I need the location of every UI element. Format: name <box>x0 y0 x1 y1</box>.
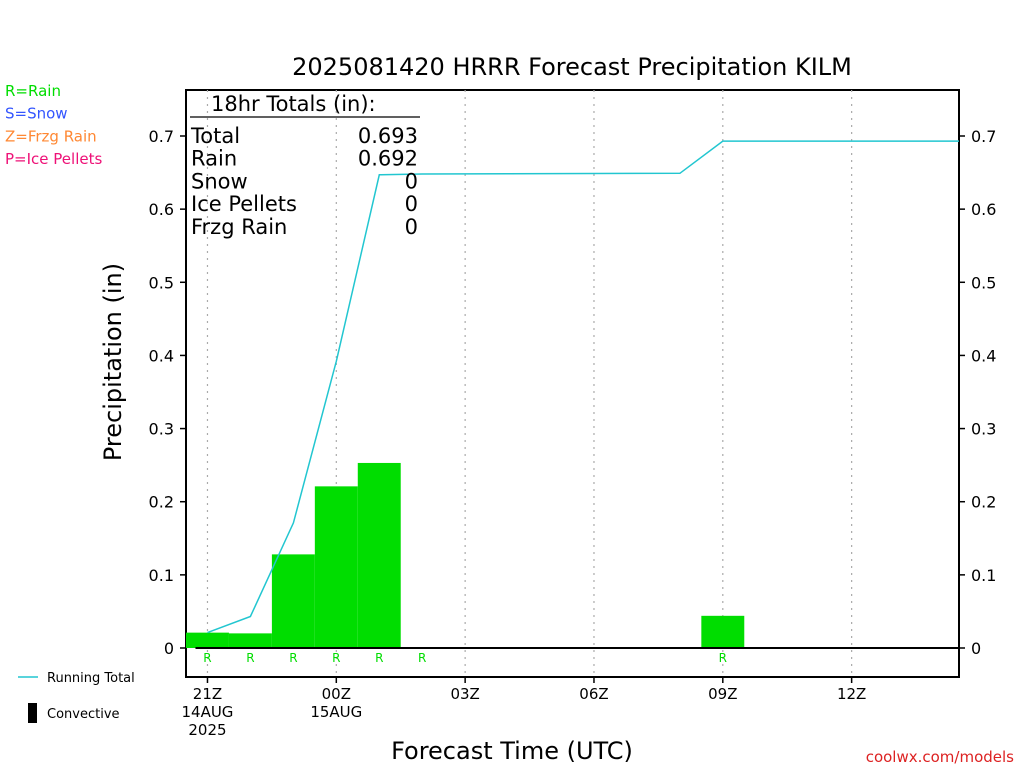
ptype-legend-item: S=Snow <box>5 105 68 123</box>
y-tick-label: 0.3 <box>149 420 174 439</box>
y-tick-label-right: 0.5 <box>971 273 996 292</box>
ptype-marker: R <box>289 651 297 665</box>
x-tick-label: 03Z <box>450 685 479 703</box>
running-total-line <box>207 140 959 634</box>
precip-type-legend: R=Rain S=Snow Z=Frzg Rain P=Ice Pellets <box>5 82 102 168</box>
ptype-marker: R <box>375 651 383 665</box>
precip-bar <box>701 615 745 648</box>
ptype-marker: R <box>332 651 340 665</box>
y-tick-label: 0.6 <box>149 200 174 219</box>
y-tick-label-right: 0.2 <box>971 493 996 512</box>
convective-legend-swatch <box>28 703 37 723</box>
y-axis-left: 0 0.1 0.2 0.3 0.4 0.5 0.6 0.7 <box>149 127 186 658</box>
y-tick-label-right: 0.7 <box>971 127 996 146</box>
y-tick-label-right: 0.1 <box>971 566 996 585</box>
totals-label: Total <box>190 124 240 148</box>
convective-legend-label: Convective <box>47 707 120 722</box>
x-tick-label: 06Z <box>579 685 608 703</box>
y-tick-label: 0.5 <box>149 273 174 292</box>
ptype-marker: R <box>246 651 254 665</box>
ptype-marker: R <box>418 651 426 665</box>
x-tick-label: 15AUG <box>310 703 362 721</box>
totals-box: 18hr Totals (in): Total 0.693 Rain 0.692 Snow… <box>190 92 420 239</box>
running-total-legend-label: Running Total <box>47 671 135 686</box>
y-tick-label-right: 0 <box>971 639 981 658</box>
y-tick-label: 0.4 <box>149 346 174 365</box>
totals-label: Ice Pellets <box>191 192 297 216</box>
totals-value: 0.692 <box>358 147 418 171</box>
y-tick-label-right: 0.3 <box>971 420 996 439</box>
y-tick-label: 0.1 <box>149 566 174 585</box>
x-tick-label: 00Z <box>322 685 351 703</box>
chart-title: 2025081420 HRRR Forecast Precipitation K… <box>292 53 852 81</box>
totals-label: Frzg Rain <box>191 215 287 239</box>
x-tick-label: 2025 <box>188 721 226 739</box>
totals-value: 0 <box>405 169 418 193</box>
precip-bar <box>186 632 229 648</box>
totals-header: 18hr Totals (in): <box>211 92 376 116</box>
totals-label: Snow <box>191 169 248 193</box>
precip-bar <box>228 633 272 648</box>
totals-label: Rain <box>191 147 237 171</box>
x-tick-label: 14AUG <box>181 703 233 721</box>
ptype-marker: R <box>203 651 211 665</box>
ptype-legend-item: Z=Frzg Rain <box>5 127 97 145</box>
totals-value: 0.693 <box>358 124 418 148</box>
y-tick-label: 0 <box>164 639 174 658</box>
x-axis-label: Forecast Time (UTC) <box>391 737 633 765</box>
precip-bar <box>271 554 315 648</box>
ptype-legend-item: R=Rain <box>5 82 61 100</box>
y-tick-label: 0.7 <box>149 127 174 146</box>
y-tick-label-right: 0.6 <box>971 200 996 219</box>
ptype-legend-item: P=Ice Pellets <box>5 150 102 168</box>
x-tick-label: 21Z <box>193 685 222 703</box>
precip-bars <box>186 462 745 648</box>
precip-bar <box>314 486 358 648</box>
ptype-marker: R <box>719 651 727 665</box>
bottom-legend: Running Total Convective <box>18 671 135 723</box>
totals-value: 0 <box>405 215 418 239</box>
y-tick-label: 0.2 <box>149 493 174 512</box>
precip-bar <box>357 462 401 648</box>
y-tick-label-right: 0.4 <box>971 346 996 365</box>
watermark: coolwx.com/models <box>866 748 1014 766</box>
y-axis-label: Precipitation (in) <box>99 263 127 461</box>
plot-frame <box>185 89 960 678</box>
y-axis-right: 0 0.1 0.2 0.3 0.4 0.5 0.6 0.7 <box>959 127 996 658</box>
x-tick-label: 12Z <box>837 685 866 703</box>
x-tick-label: 09Z <box>708 685 737 703</box>
totals-value: 0 <box>405 192 418 216</box>
